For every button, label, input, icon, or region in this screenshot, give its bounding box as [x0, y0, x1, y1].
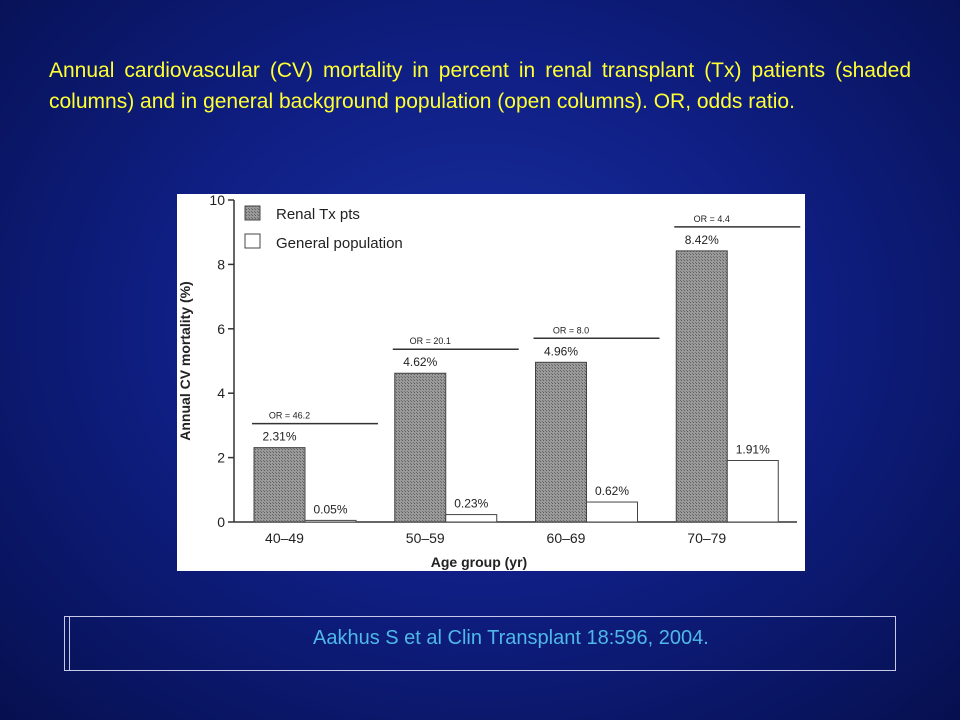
y-tick-label: 2: [217, 450, 225, 466]
x-axis-label: Age group (yr): [431, 554, 527, 570]
legend-label-renal-tx: Renal Tx pts: [276, 206, 360, 223]
citation-text: Aakhus S et al Clin Transplant 18:596, 2…: [313, 627, 709, 649]
x-tick-label: 60–69: [547, 530, 586, 546]
data-label-general-population: 0.23%: [454, 497, 488, 511]
bar-renal-tx: [535, 361, 587, 523]
y-tick-label: 8: [217, 256, 225, 272]
bar-general-population: [726, 459, 779, 523]
chart-figure: 0 2 4 6 8 10 Annual CV mortality (%) 2.31% 0.05%…: [177, 194, 805, 571]
y-tick-label: 0: [217, 514, 225, 530]
bar-renal-tx: [675, 250, 728, 523]
slide-caption: Annual cardiovascular (CV) mortality in …: [49, 59, 911, 113]
y-tick-label: 6: [217, 321, 225, 337]
bar-general-population: [445, 514, 498, 523]
odds-ratio-label: OR = 46.2: [269, 411, 310, 421]
odds-ratio-label: OR = 8.0: [553, 325, 589, 335]
x-tick-label: 70–79: [687, 530, 726, 546]
legend-swatch-renal-tx: [244, 205, 261, 221]
x-tick-label: 50–59: [406, 530, 445, 546]
bar-general-population: [304, 519, 357, 523]
data-label-renal-tx: 4.62%: [403, 355, 437, 369]
data-label-general-population: 0.62%: [595, 484, 629, 498]
odds-ratio-label: OR = 20.1: [410, 336, 451, 346]
odds-ratio-label: OR = 4.4: [694, 214, 730, 224]
bar-renal-tx: [394, 372, 447, 523]
bar-renal-tx: [253, 447, 306, 523]
legend-swatch-general-population: [244, 233, 261, 249]
citation-box: Aakhus S et al Clin Transplant 18:596, 2…: [64, 616, 896, 671]
legend-label-general-population: General population: [276, 235, 403, 252]
data-label-renal-tx: 2.31%: [262, 430, 296, 444]
y-tick-label: 4: [217, 385, 225, 401]
data-label-renal-tx: 8.42%: [685, 233, 719, 247]
bar-general-population: [586, 501, 638, 523]
data-label-renal-tx: 4.96%: [544, 344, 578, 358]
data-label-general-population: 1.91%: [736, 442, 770, 456]
data-label-general-population: 0.05%: [313, 502, 347, 516]
y-axis-label: Annual CV mortality (%): [177, 281, 193, 440]
x-tick-label: 40–49: [265, 530, 304, 546]
y-tick-label: 10: [209, 194, 225, 208]
bar-chart: 0 2 4 6 8 10 Annual CV mortality (%) 2.31% 0.05%…: [177, 194, 801, 570]
